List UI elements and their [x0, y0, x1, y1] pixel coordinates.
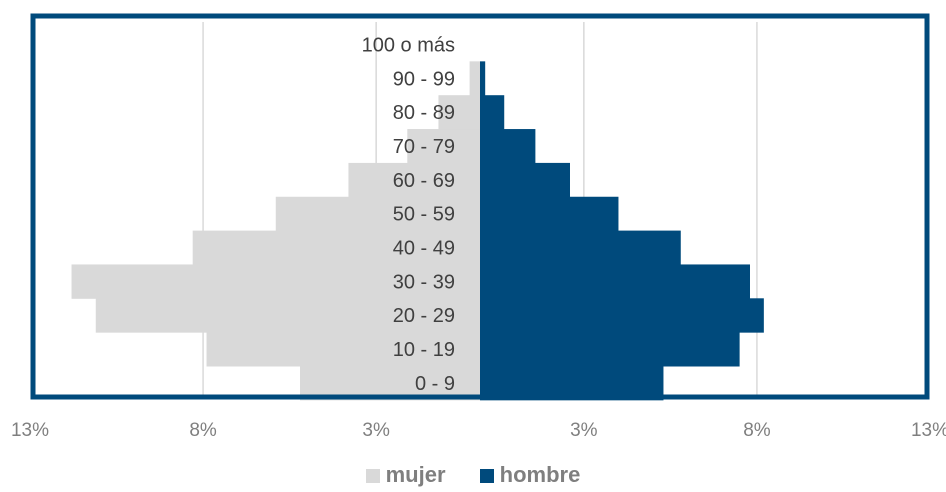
category-label: 40 - 49: [393, 238, 455, 260]
category-label: 50 - 59: [393, 204, 455, 226]
legend-item-mujer: mujer: [365, 462, 446, 488]
x-tick-label: 13%: [911, 420, 946, 441]
bar-hombre: [480, 61, 486, 96]
x-tick-label: 8%: [189, 420, 217, 441]
category-label: 80 - 89: [393, 102, 455, 124]
category-label: 90 - 99: [393, 68, 455, 90]
bar-hombre: [480, 95, 505, 130]
category-label: 100 o más: [362, 34, 455, 56]
bar-hombre: [480, 298, 764, 333]
x-tick-label: 8%: [743, 420, 771, 441]
bar-hombre: [480, 230, 681, 265]
legend: mujer hombre: [0, 462, 946, 488]
population-pyramid-chart: 0 - 9 10 - 19 20 - 29 30 - 39 40 - 49 50 - 59…: [11, 13, 946, 441]
bar-mujer: [95, 298, 481, 333]
category-labels: 0 - 9 10 - 19 20 - 29 30 - 39 40 - 49 50 - 59…: [362, 34, 455, 395]
category-label: 20 - 29: [393, 305, 455, 327]
bar-mujer: [275, 196, 480, 232]
legend-swatch-mujer: [365, 469, 380, 484]
legend-label-mujer: mujer: [385, 462, 446, 487]
plot-frame: [30, 13, 930, 400]
bar-hombre: [480, 264, 750, 299]
legend-swatch-hombre: [479, 469, 494, 484]
legend-label-hombre: hombre: [499, 462, 581, 487]
x-tick-label: 13%: [11, 420, 49, 441]
category-label: 60 - 69: [393, 170, 455, 192]
x-tick-label: 3%: [362, 420, 390, 441]
bar-mujer: [192, 230, 480, 265]
x-axis-tick-labels: 13% 8% 3% 3% 8% 13%: [11, 420, 946, 441]
category-label: 30 - 39: [393, 271, 455, 293]
bar-mujer: [407, 129, 480, 164]
bar-mujer: [438, 95, 480, 130]
bar-mujer: [206, 332, 481, 367]
bar-mujer: [71, 264, 481, 299]
category-label: 70 - 79: [393, 136, 455, 158]
x-tick-label: 3%: [570, 420, 598, 441]
bar-mujer: [469, 61, 480, 96]
bars: [71, 61, 764, 401]
bar-hombre: [480, 129, 536, 164]
category-label: 10 - 19: [393, 339, 455, 361]
bar-hombre: [480, 196, 619, 232]
bar-hombre: [480, 162, 570, 198]
bar-hombre: [480, 332, 740, 367]
bar-mujer: [348, 162, 480, 198]
legend-item-hombre: hombre: [479, 462, 581, 488]
category-label: 0 - 9: [415, 373, 455, 395]
